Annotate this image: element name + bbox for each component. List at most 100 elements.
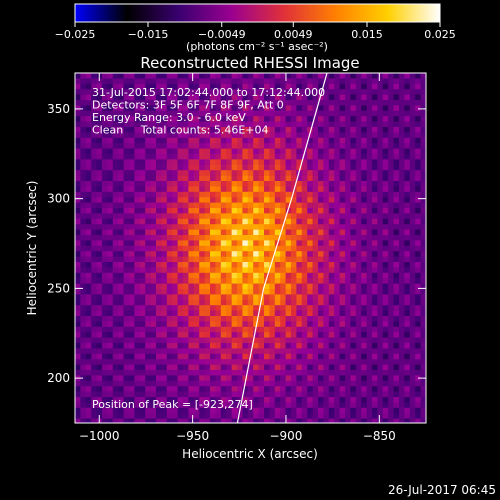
heatmap-cell [291,375,297,382]
heatmap-cell [172,127,178,133]
heatmap-cell [415,110,421,117]
heatmap-cell [129,159,135,166]
heatmap-cell [334,316,340,322]
heatmap-cell [247,299,254,306]
heatmap-cell [258,343,265,349]
heatmap-cell [366,262,373,268]
heatmap-cell [80,213,87,220]
heatmap-cell [366,332,373,338]
heatmap-cell [274,326,281,333]
heatmap-cell [129,164,135,171]
heatmap-cell [107,278,114,284]
heatmap-cell [107,213,114,220]
heatmap-cell [296,116,303,122]
heatmap-cell [139,110,146,117]
heatmap-cell [145,94,151,101]
heatmap-cell [274,299,281,306]
heatmap-cell [339,121,346,128]
heatmap-cell [80,267,87,274]
heatmap-cell [210,73,216,79]
heatmap-cell [177,397,184,403]
heatmap-cell [361,181,367,187]
heatmap-cell [156,402,162,409]
heatmap-cell [177,208,184,214]
heatmap-cell [334,213,340,220]
heatmap-cell [301,299,308,306]
heatmap-cell [334,110,340,117]
heatmap-cell [220,191,227,198]
heatmap-cell [388,137,394,144]
heatmap-cell [161,343,168,349]
heatmap-cell [280,235,286,241]
heatmap-cell [355,402,362,409]
heatmap-cell [426,186,432,192]
heatmap-cell [123,89,130,95]
heatmap-cell [231,197,238,203]
heatmap-cell [204,202,211,209]
heatmap-cell [269,337,276,344]
heatmap-cell [75,262,81,268]
heatmap-cell [318,402,324,409]
heatmap-cell [420,353,426,360]
heatmap-cell [188,170,195,176]
heatmap-cell [199,294,205,301]
heatmap-cell [361,305,367,311]
heatmap-cell [399,402,405,409]
heatmap-cell [166,310,173,317]
heatmap-cell [323,424,329,430]
heatmap-cell [420,278,426,284]
heatmap-cell [226,413,232,419]
heatmap-cell [280,175,286,182]
heatmap-cell [399,154,405,160]
heatmap-cell [334,186,340,193]
heatmap-cell [399,132,405,139]
heatmap-cell [409,380,416,387]
heatmap-cell [269,197,276,203]
heatmap-cell [361,159,367,166]
heatmap-cell [75,197,81,203]
heatmap-cell [323,170,330,176]
heatmap-cell [204,164,211,171]
heatmap-cell [307,208,313,214]
heatmap-cell [112,267,119,274]
heatmap-cell [307,310,313,317]
heatmap-cell [420,305,426,311]
heatmap-cell [96,294,103,301]
heatmap-cell [296,186,303,193]
heatmap-cell [134,78,141,85]
heatmap-cell [85,413,92,419]
heatmap-cell [269,110,276,117]
heatmap-cell [388,218,394,225]
heatmap-cell [318,224,324,230]
heatmap-cell [318,132,324,139]
heatmap-cell [112,278,119,284]
heatmap-cell [145,413,151,419]
heatmap-cell [339,143,346,149]
y-tick-label: 300 [47,192,70,206]
heatmap-cell [415,105,421,112]
heatmap-cell [166,100,173,106]
heatmap-cell [161,310,168,317]
heatmap-cell [183,213,189,220]
heatmap-cell [361,191,367,198]
heatmap-cell [188,181,195,187]
heatmap-cell [204,262,211,268]
heatmap-cell [269,310,276,317]
heatmap-cell [258,148,265,155]
heatmap-cell [156,359,162,365]
heatmap-cell [323,245,330,252]
heatmap-cell [258,418,265,423]
heatmap-cell [302,424,308,430]
heatmap-cell [139,321,146,328]
heatmap-cell [102,181,108,187]
heatmap-cell [118,305,124,311]
heatmap-cell [328,294,335,301]
heatmap-cell [312,245,319,252]
heatmap-cell [399,359,405,365]
heatmap-cell [215,191,222,198]
heatmap-cell [415,337,421,344]
heatmap-cell [301,89,308,95]
heatmap-cell [188,375,195,382]
heatmap-cell [355,353,362,360]
heatmap-cell [129,310,135,317]
